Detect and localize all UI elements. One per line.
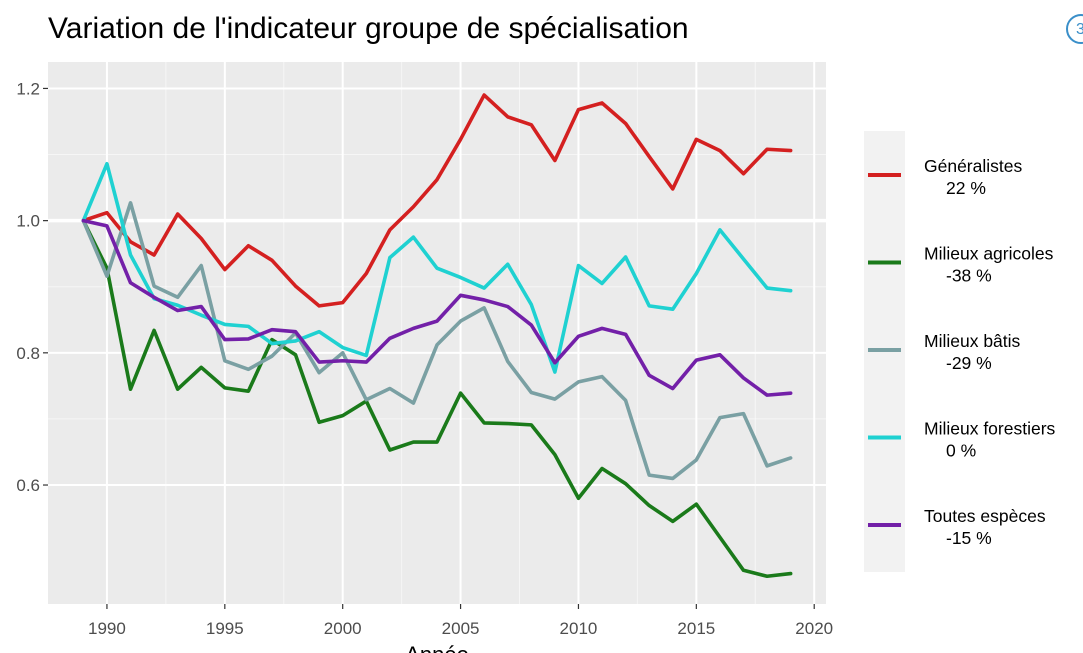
x-tick-label: 2020 — [795, 619, 833, 638]
series-line-5 — [81, 218, 793, 397]
legend-label-5: Toutes espèces — [924, 506, 1046, 526]
x-tick-label: 2000 — [324, 619, 362, 638]
legend-change-1: 22 % — [946, 178, 986, 198]
x-tick-label: 2015 — [677, 619, 715, 638]
series-line-1 — [81, 93, 793, 308]
x-tick-label: 1995 — [206, 619, 244, 638]
chart-title: Variation de l'indicateur groupe de spéc… — [48, 12, 689, 45]
x-axis-title: Année — [405, 642, 469, 653]
legend-label-2: Milieux agricoles — [924, 244, 1054, 264]
series-line-3 — [81, 200, 793, 481]
y-tick-label: 1.2 — [16, 79, 40, 98]
y-tick-label: 1.0 — [16, 212, 40, 231]
legend-change-5: -15 % — [946, 528, 992, 548]
x-tick-label: 2005 — [442, 619, 480, 638]
x-axis-ticks: 1990 1995 2000 2005 2010 2015 2020 — [88, 604, 833, 638]
legend-label-4: Milieux forestiers — [924, 419, 1056, 439]
y-axis-ticks: 0.6 0.8 1.0 1.2 — [16, 79, 48, 495]
legend-change-2: -38 % — [946, 266, 992, 286]
legend-change-3: -29 % — [946, 353, 992, 373]
x-tick-label: 1990 — [88, 619, 126, 638]
y-tick-label: 0.8 — [16, 344, 40, 363]
series-line-4 — [81, 161, 793, 374]
x-tick-label: 2010 — [560, 619, 598, 638]
legend-label-3: Milieux bâtis — [924, 331, 1021, 351]
y-tick-label: 0.6 — [16, 476, 40, 495]
series-lines — [81, 93, 793, 579]
legend-label-1: Généralistes — [924, 156, 1022, 176]
series-line-2 — [81, 218, 793, 579]
legend-change-4: 0 % — [946, 441, 976, 461]
